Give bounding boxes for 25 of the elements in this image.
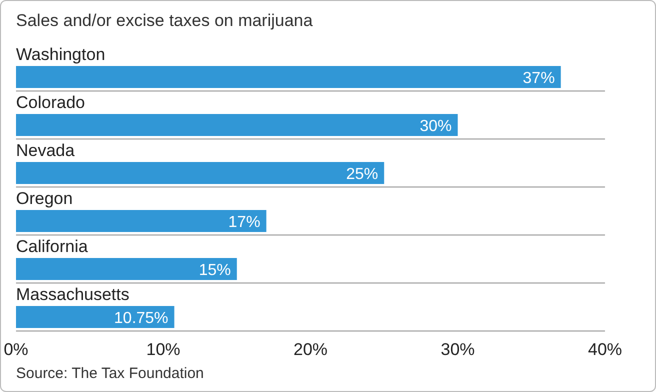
x-tick-label: 0% xyxy=(4,340,28,360)
x-tick-label: 20% xyxy=(293,340,328,360)
source-note: Source: The Tax Foundation xyxy=(16,365,204,382)
data-label: 30% xyxy=(420,118,452,135)
y-tick-label: Nevada xyxy=(16,141,76,160)
y-tick-label: Oregon xyxy=(16,189,73,208)
bar xyxy=(16,210,266,232)
bar xyxy=(16,114,458,136)
y-tick-label: Massachusetts xyxy=(16,285,130,304)
bar xyxy=(16,66,561,88)
data-label: 37% xyxy=(522,70,555,87)
data-label: 25% xyxy=(346,166,378,183)
x-tick-label: 10% xyxy=(146,340,180,360)
x-tick-label: 30% xyxy=(440,340,475,360)
bar xyxy=(16,162,384,184)
data-label: 17% xyxy=(228,214,260,231)
bar xyxy=(16,258,237,280)
chart-title: Sales and/or excise taxes on marijuana xyxy=(16,11,313,31)
y-tick-label: Colorado xyxy=(16,93,85,112)
bar xyxy=(16,306,174,328)
x-tick-label: 40% xyxy=(588,340,622,360)
y-tick-label: California xyxy=(16,237,88,256)
y-tick-label: Washington xyxy=(16,45,106,64)
data-label: 15% xyxy=(198,262,231,279)
data-label: 10.75% xyxy=(114,310,168,327)
